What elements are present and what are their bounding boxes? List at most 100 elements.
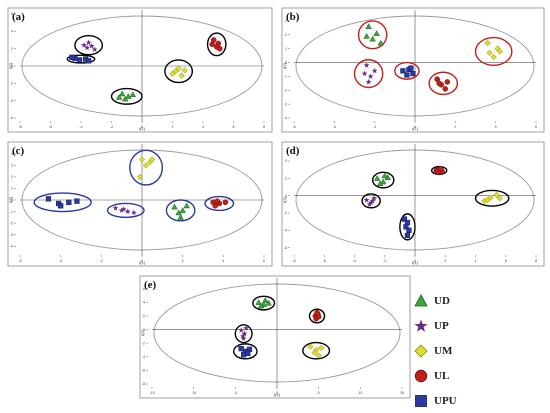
data-point-diamond: [181, 67, 188, 74]
group-ellipse: [234, 324, 253, 344]
y-tick-label: -6: [142, 369, 145, 373]
data-point-triangle: [262, 297, 269, 303]
x-axis-label: t[1]: [274, 392, 280, 397]
y-axis-label: t[2]: [8, 63, 13, 69]
score-plot-panel: -6 -4 -2 0 2 4 6 -4 -3 -2 -1 0 1 2 3 4 t[1] t[2] (c): [7, 141, 273, 267]
data-point-circle: [436, 80, 442, 87]
y-tick-label: -1: [284, 75, 287, 79]
x-tick-label: -15: [149, 391, 154, 395]
x-tick-label: 2: [172, 125, 174, 129]
x-tick-label: 2: [454, 125, 456, 129]
group-ellipse: [129, 149, 164, 186]
y-tick-label: 4: [143, 301, 145, 305]
data-point-square: [74, 198, 80, 204]
legend-item-um: UM: [414, 338, 524, 363]
x-tick-label: -2: [110, 125, 113, 129]
group-ellipse: [232, 343, 258, 360]
data-point-star: [120, 206, 127, 212]
data-point-triangle: [118, 90, 126, 97]
x-tick-label: -8: [18, 125, 21, 129]
data-point-circle: [222, 199, 229, 206]
legend-label-um: UM: [434, 344, 453, 357]
y-tick-label: 0: [11, 198, 13, 202]
data-point-star: [363, 196, 370, 203]
y-tick-label: 0: [11, 64, 13, 68]
data-point-triangle: [255, 299, 262, 305]
group-ellipse: [204, 195, 235, 212]
group-ellipse: [474, 36, 513, 67]
data-point-circle: [214, 198, 221, 204]
y-tick-label: -2: [142, 341, 145, 345]
x-tick-label: -6: [323, 259, 326, 263]
data-point-star: [238, 327, 245, 333]
y-tick-label: -6: [10, 116, 13, 120]
y-tick-label: 2: [11, 47, 13, 51]
data-point-triangle: [183, 202, 190, 209]
y-tick-label: 4: [285, 159, 287, 163]
group-ellipse: [428, 71, 459, 96]
panel-label: (c): [12, 145, 25, 157]
y-tick-label: -8: [142, 382, 145, 386]
group-ellipse: [164, 59, 194, 84]
data-point-star: [84, 44, 91, 51]
data-point-diamond: [149, 156, 156, 163]
data-point-triangle: [115, 93, 123, 100]
data-point-square: [404, 219, 411, 226]
x-tick-label: 0: [414, 125, 416, 129]
group-ellipse: [165, 199, 196, 222]
group-ellipse: [474, 189, 510, 207]
y-axis-label: t[2]: [8, 197, 13, 203]
diamond-marker-icon: [414, 343, 428, 358]
data-point-circle: [437, 166, 444, 172]
x-tick-label: 0: [141, 259, 143, 263]
group-ellipse: [74, 34, 104, 56]
x-tick-label: -6: [18, 259, 21, 263]
data-point-star: [363, 62, 370, 68]
data-point-square: [400, 68, 406, 74]
data-point-triangle: [179, 207, 186, 213]
data-point-star: [371, 195, 378, 201]
x-axis-label: t[1]: [412, 260, 418, 265]
data-point-diamond: [136, 173, 144, 181]
data-point-triangle: [177, 214, 184, 220]
data-point-circle: [209, 41, 215, 48]
x-tick-label: 6: [535, 125, 537, 129]
legend-label-ud: UD: [434, 294, 450, 307]
data-point-star: [130, 209, 137, 216]
x-tick-label: -4: [79, 125, 82, 129]
data-point-star: [81, 42, 87, 48]
data-point-star: [371, 67, 378, 74]
data-point-square: [85, 58, 92, 64]
x-tick-label: -4: [333, 125, 336, 129]
data-point-star: [239, 333, 246, 339]
group-ellipse: [394, 61, 420, 80]
y-tick-label: 0: [143, 328, 145, 332]
figure-canvas: -8 -6 -4 -2 0 2 4 6 8 -6 -4 -2 0 2 4 6 t[1] t[2] (a) -6 -4 -2…: [7, 7, 545, 399]
x-tick-label: -4: [353, 259, 356, 263]
y-tick-label: -2: [10, 82, 13, 86]
y-tick-label: -3: [284, 102, 287, 106]
group-ellipse: [361, 193, 381, 209]
group-ellipse: [66, 54, 96, 64]
group-ellipse: [399, 213, 416, 241]
x-tick-label: -8: [292, 259, 295, 263]
x-tick-label: 2: [444, 259, 446, 263]
data-point-diamond: [307, 343, 314, 350]
panel-label: (d): [286, 145, 300, 157]
data-point-diamond: [486, 49, 493, 56]
x-tick-label: 15: [400, 391, 404, 395]
y-tick-label: -4: [10, 99, 13, 103]
score-plot-panel: -8 -6 -4 -2 0 2 4 6 8 -6 -4 -2 0 2 4 t[1] t[2] (d): [281, 141, 545, 267]
data-point-triangle: [257, 302, 265, 309]
data-point-square: [404, 72, 410, 78]
x-axis-label: t[1]: [139, 126, 145, 131]
data-point-diamond: [311, 349, 318, 356]
group-ellipse: [252, 295, 276, 311]
y-axis-label: t[2]: [140, 330, 145, 336]
legend-item-ud: UD: [414, 288, 524, 313]
group-ellipse: [106, 202, 145, 219]
y-tick-label: 3: [285, 19, 287, 23]
y-tick-label: 0: [285, 194, 287, 198]
y-tick-label: 1: [11, 187, 13, 191]
data-point-diamond: [496, 195, 503, 202]
